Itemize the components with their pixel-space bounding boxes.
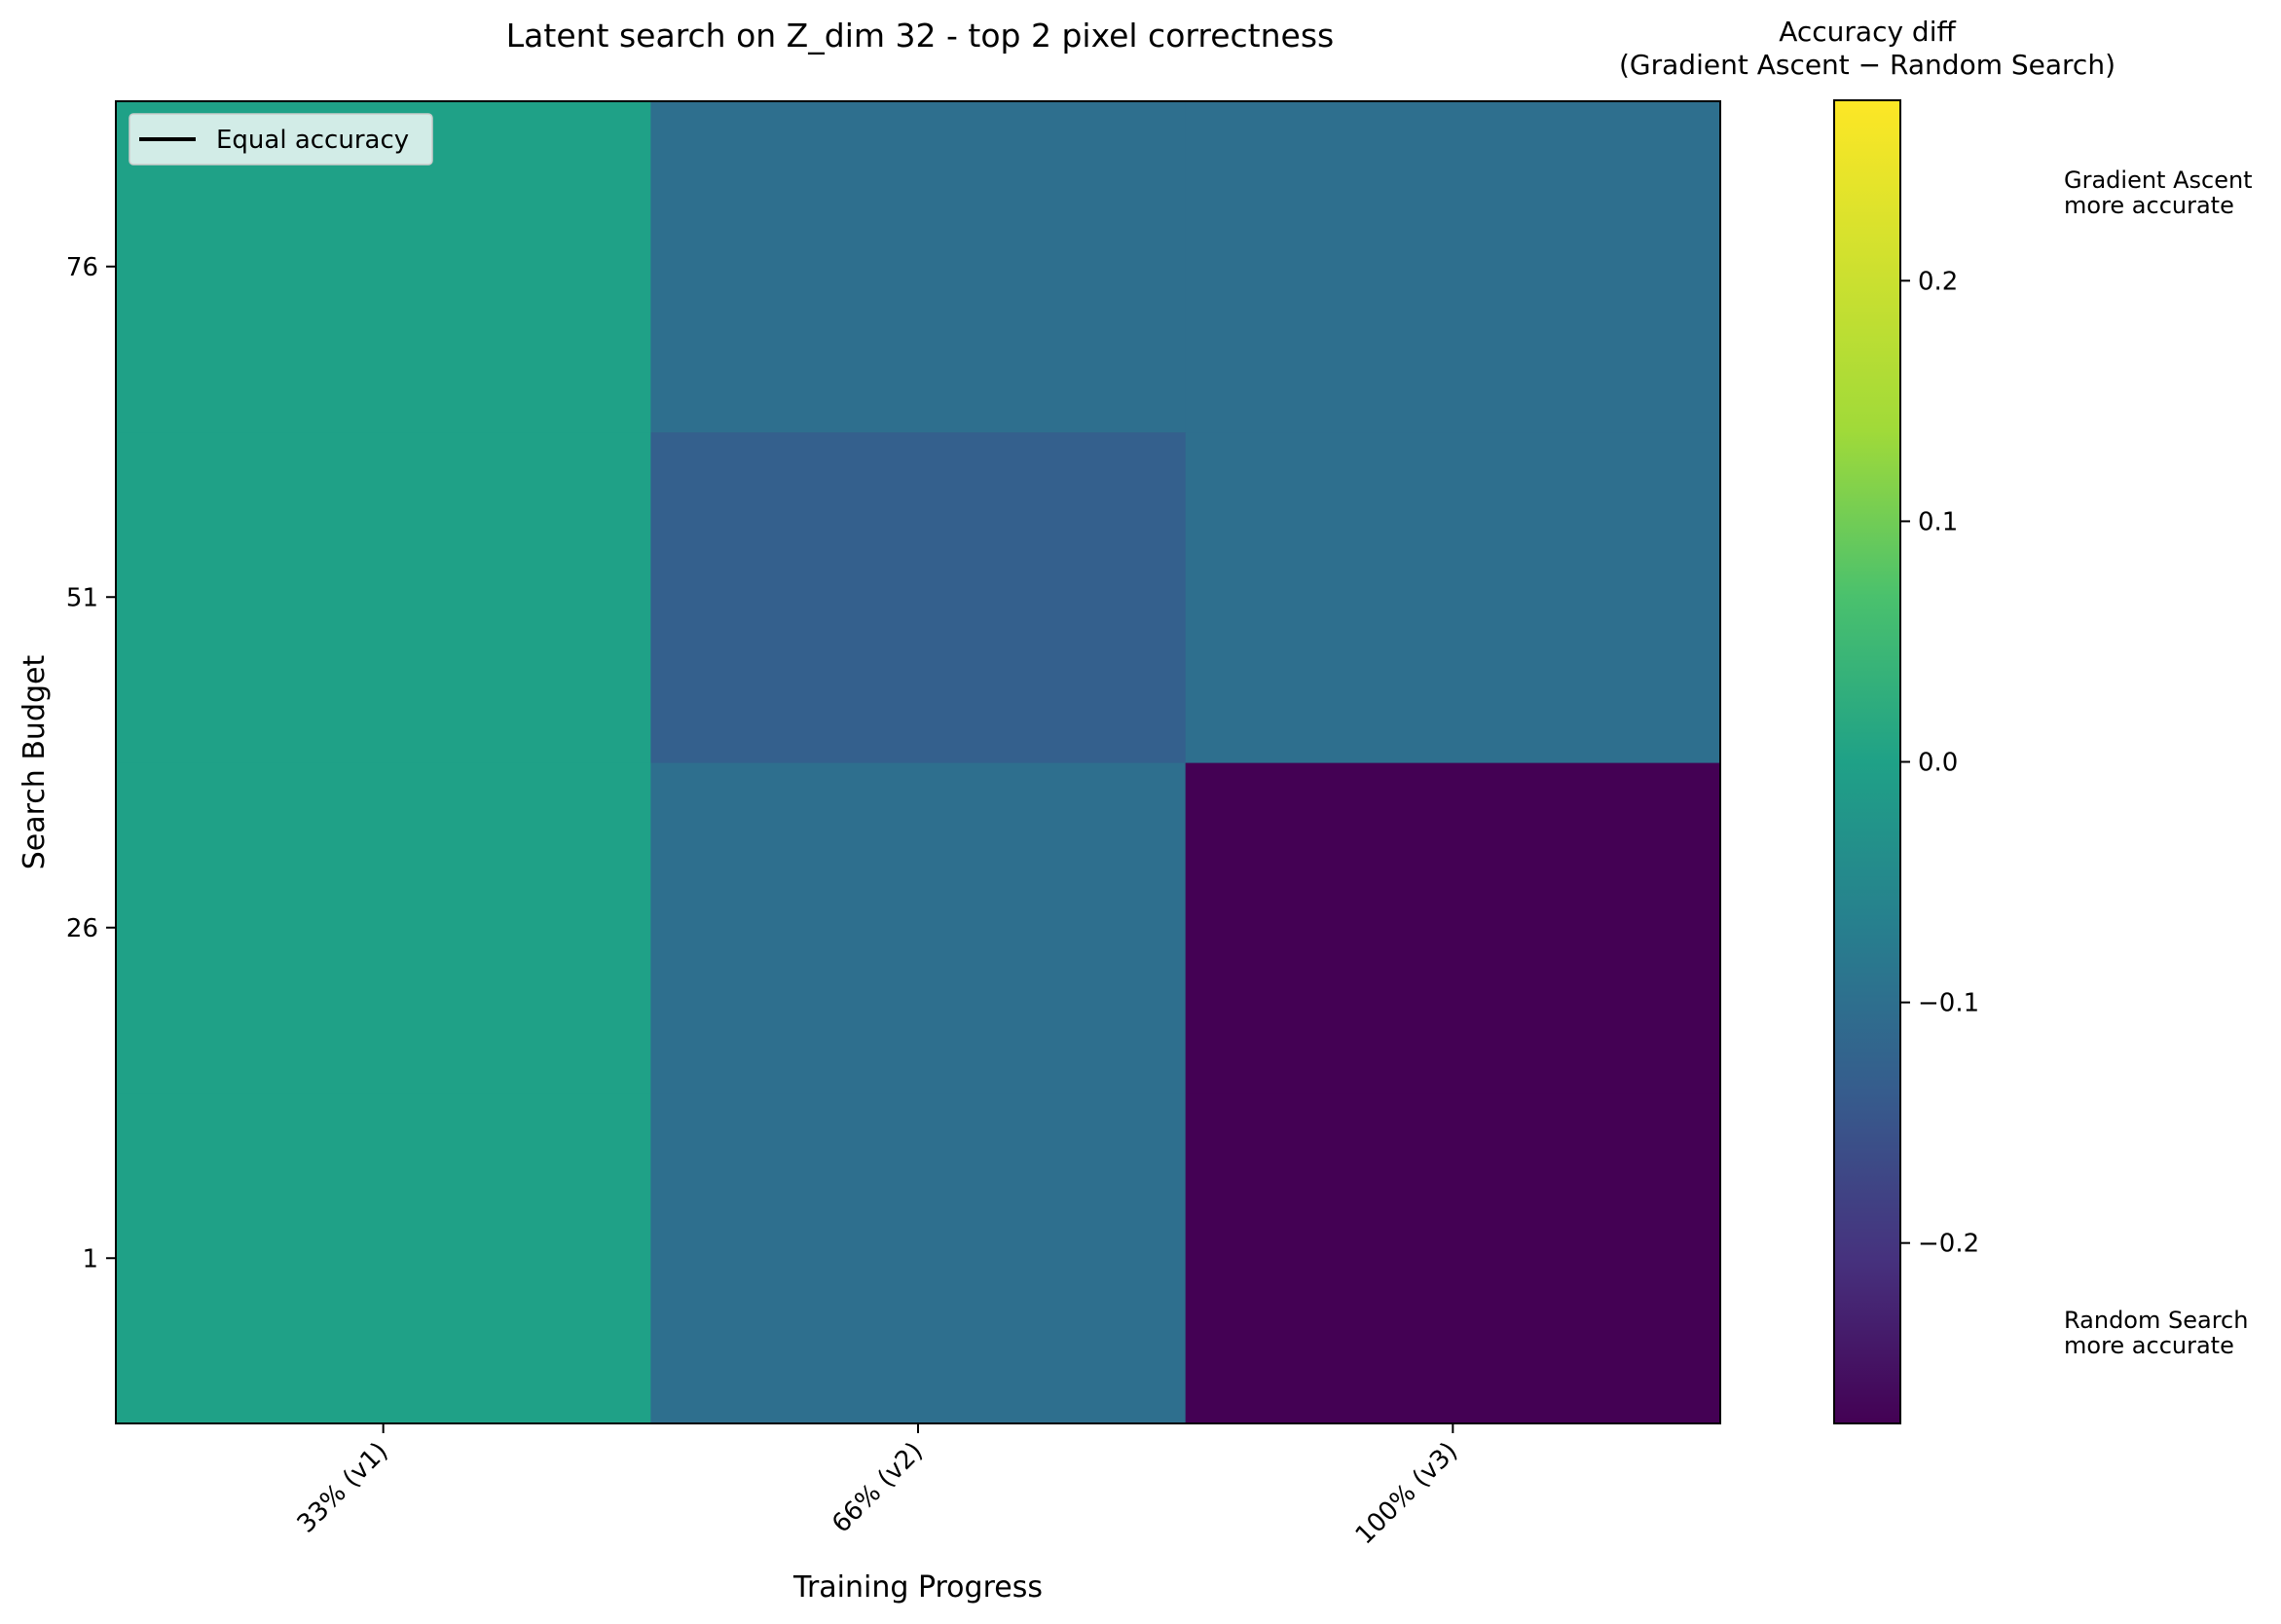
colorbar-tick-label: 0.0 xyxy=(1918,749,1958,778)
colorbar-ticks: 0.2 0.1 0.0 −0.1 −0.2 xyxy=(1900,267,1979,1259)
heatmap-cell xyxy=(116,762,651,1094)
heatmap-cell xyxy=(650,101,1187,433)
heatmap-cell xyxy=(116,1092,651,1424)
colorbar-bottom-annotation-line1: Random Search xyxy=(2064,1307,2248,1334)
heatmap-cell xyxy=(650,762,1187,1094)
colorbar: Accuracy diff (Gradient Ascent − Random … xyxy=(1619,16,2253,1424)
heatmap-cells xyxy=(116,101,1721,1424)
heatmap-cell xyxy=(1185,431,1721,763)
colorbar-top-annotation-line2: more accurate xyxy=(2064,192,2234,219)
y-axis-label: Search Budget xyxy=(18,655,52,870)
y-tick-label: 1 xyxy=(82,1244,98,1273)
colorbar-top-annotation-line1: Gradient Ascent xyxy=(2064,166,2253,194)
colorbar-title-line1: Accuracy diff xyxy=(1779,16,1956,48)
legend-label: Equal accuracy xyxy=(216,126,409,155)
x-tick-label: 33% (v1) xyxy=(292,1437,394,1539)
heatmap-cell xyxy=(1185,1092,1721,1424)
y-tick-label: 26 xyxy=(66,914,98,943)
colorbar-bottom-annotation-line2: more accurate xyxy=(2064,1332,2234,1359)
heatmap-cell xyxy=(116,431,651,763)
heatmap-cell xyxy=(1185,101,1721,433)
colorbar-tick-label: −0.1 xyxy=(1918,989,1979,1018)
x-tick-label: 66% (v2) xyxy=(827,1437,929,1539)
x-axis-ticks: 33% (v1) 66% (v2) 100% (v3) xyxy=(292,1423,1464,1551)
legend-box xyxy=(129,113,433,166)
heatmap-cell xyxy=(650,431,1187,763)
colorbar-tick-label: −0.2 xyxy=(1918,1230,1979,1259)
heatmap-cell xyxy=(650,1092,1187,1424)
y-axis-ticks: 1 26 51 76 xyxy=(66,253,116,1273)
colorbar-title-line2: (Gradient Ascent − Random Search) xyxy=(1619,49,2115,81)
chart-title: Latent search on Z_dim 32 - top 2 pixel … xyxy=(506,17,1334,55)
y-tick-label: 51 xyxy=(66,583,98,612)
x-axis-label: Training Progress xyxy=(792,1570,1043,1605)
heatmap-cell xyxy=(1185,762,1721,1094)
y-tick-label: 76 xyxy=(66,253,98,282)
colorbar-gradient xyxy=(1833,99,1901,1424)
colorbar-tick-label: 0.1 xyxy=(1918,507,1958,536)
x-tick-label: 100% (v3) xyxy=(1350,1437,1464,1551)
legend: Equal accuracy xyxy=(129,113,433,166)
colorbar-tick-label: 0.2 xyxy=(1918,267,1958,296)
